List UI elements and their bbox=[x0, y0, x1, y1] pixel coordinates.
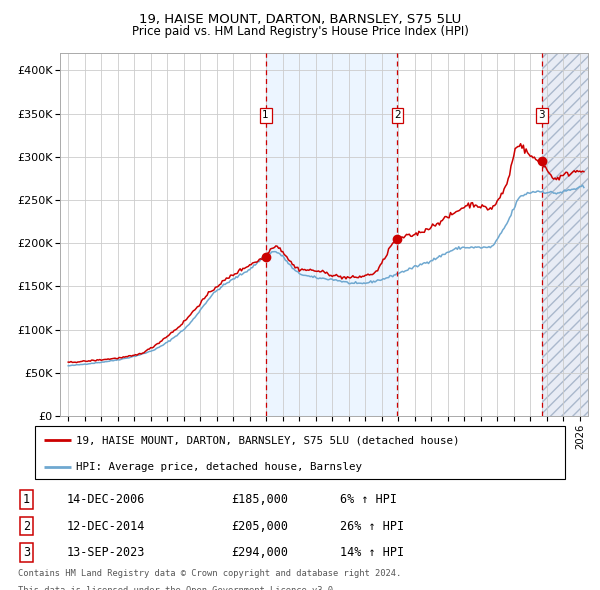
Text: 14-DEC-2006: 14-DEC-2006 bbox=[67, 493, 145, 506]
Text: 6% ↑ HPI: 6% ↑ HPI bbox=[340, 493, 397, 506]
Text: Contains HM Land Registry data © Crown copyright and database right 2024.: Contains HM Land Registry data © Crown c… bbox=[18, 569, 401, 578]
Text: £205,000: £205,000 bbox=[231, 520, 288, 533]
Text: 26% ↑ HPI: 26% ↑ HPI bbox=[340, 520, 404, 533]
Polygon shape bbox=[542, 53, 588, 416]
Text: 14% ↑ HPI: 14% ↑ HPI bbox=[340, 546, 404, 559]
Text: HPI: Average price, detached house, Barnsley: HPI: Average price, detached house, Barn… bbox=[76, 462, 362, 472]
Text: 19, HAISE MOUNT, DARTON, BARNSLEY, S75 5LU (detached house): 19, HAISE MOUNT, DARTON, BARNSLEY, S75 5… bbox=[76, 435, 460, 445]
Text: 3: 3 bbox=[538, 110, 545, 120]
Text: 2: 2 bbox=[23, 520, 30, 533]
Text: £185,000: £185,000 bbox=[231, 493, 288, 506]
Text: 1: 1 bbox=[23, 493, 30, 506]
Text: £294,000: £294,000 bbox=[231, 546, 288, 559]
Text: Price paid vs. HM Land Registry's House Price Index (HPI): Price paid vs. HM Land Registry's House … bbox=[131, 25, 469, 38]
Text: 13-SEP-2023: 13-SEP-2023 bbox=[67, 546, 145, 559]
Text: 3: 3 bbox=[23, 546, 30, 559]
Text: 19, HAISE MOUNT, DARTON, BARNSLEY, S75 5LU: 19, HAISE MOUNT, DARTON, BARNSLEY, S75 5… bbox=[139, 13, 461, 26]
Text: This data is licensed under the Open Government Licence v3.0.: This data is licensed under the Open Gov… bbox=[18, 586, 338, 590]
Text: 2: 2 bbox=[394, 110, 401, 120]
Text: 1: 1 bbox=[262, 110, 269, 120]
FancyBboxPatch shape bbox=[35, 427, 565, 478]
Text: 12-DEC-2014: 12-DEC-2014 bbox=[67, 520, 145, 533]
Bar bbox=[266, 53, 397, 416]
